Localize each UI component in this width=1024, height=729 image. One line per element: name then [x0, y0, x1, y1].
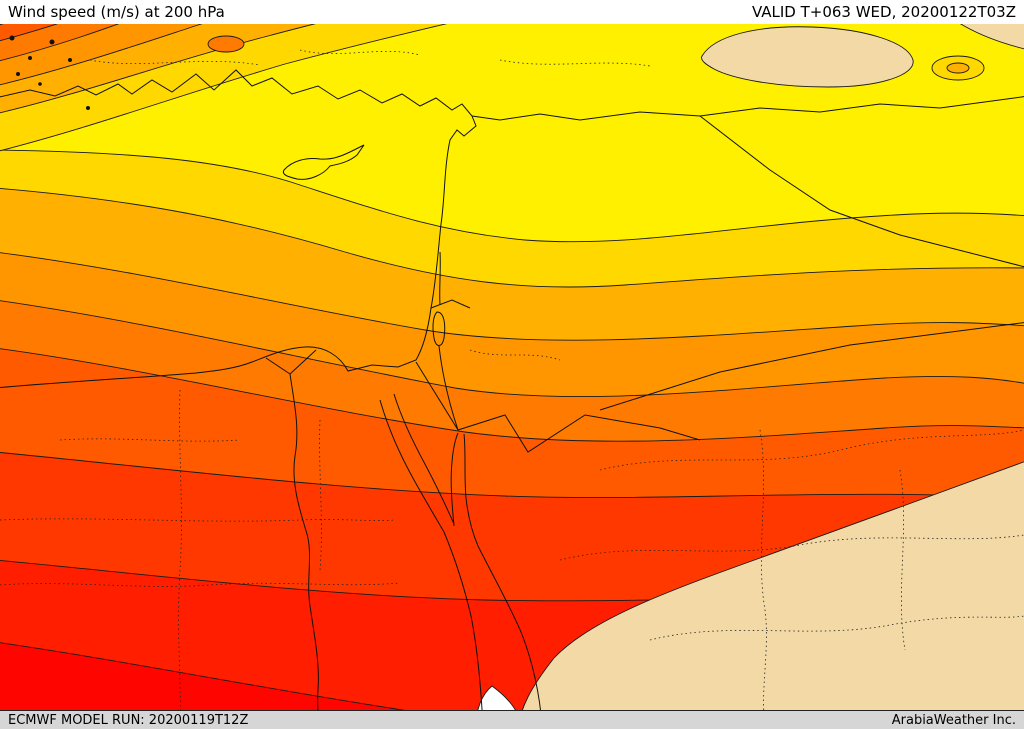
valid-time-label: VALID T+063 WED, 20200122T03Z	[751, 3, 1016, 21]
red-sea-african-coast	[379, 399, 484, 727]
contour-band-beige-southeast	[517, 461, 1024, 729]
fan-pocket-dark-orange	[207, 35, 245, 53]
arava-border	[438, 345, 459, 431]
border-syria-iraq	[699, 115, 1024, 268]
cyprus-coastline	[282, 144, 365, 180]
border-jordan-saudi	[457, 414, 701, 453]
brand-label: ArabiaWeather Inc.	[891, 712, 1016, 728]
model-run-label: ECMWF MODEL RUN: 20200119T12Z	[8, 712, 249, 728]
dead-sea	[432, 311, 446, 346]
pocket-orange-ne-corner	[946, 62, 970, 74]
sinai-east-coast	[450, 432, 459, 527]
footer-bar: ECMWF MODEL RUN: 20200119T12Z ArabiaWeat…	[0, 710, 1024, 729]
sinai-west-coast	[393, 393, 455, 525]
nile-delta-branch-east	[289, 349, 317, 375]
border-israel-north	[430, 299, 471, 309]
jordan-river	[439, 251, 441, 306]
border-saudi-iraq	[599, 322, 1024, 411]
admin-boundaries-dotted	[0, 49, 1024, 727]
nile-delta-branch-west	[265, 357, 291, 375]
nile-river	[289, 373, 321, 727]
border-egypt-israel	[415, 361, 459, 431]
pocket-beige-northeast	[701, 26, 914, 88]
header-bar: Wind speed (m/s) at 200 hPa VALID T+063 …	[0, 0, 1024, 24]
map-title: Wind speed (m/s) at 200 hPa	[8, 3, 225, 21]
aegean-islands	[9, 35, 90, 110]
red-sea-arabian-coast	[463, 433, 543, 727]
coastline-anatolia-levant-egypt	[0, 69, 477, 389]
